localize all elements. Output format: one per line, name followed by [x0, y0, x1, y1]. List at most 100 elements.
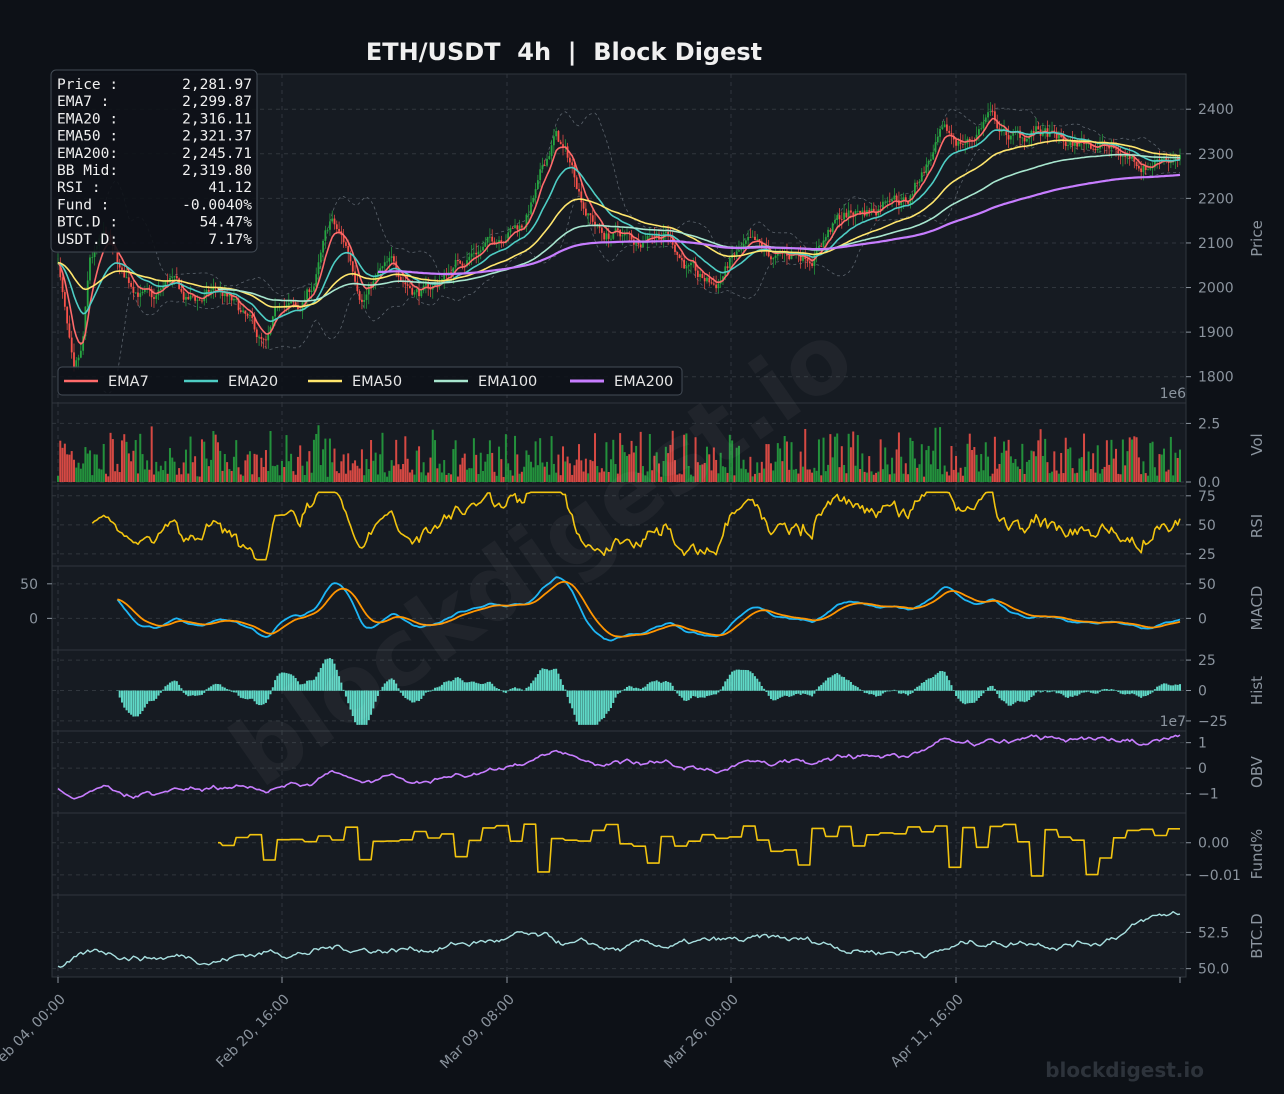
candle-body — [694, 261, 697, 271]
hist-bar — [226, 689, 229, 691]
volume-bar — [797, 473, 800, 482]
volume-bar — [57, 475, 59, 482]
candle-body — [754, 236, 756, 241]
volume-bar — [466, 469, 469, 482]
hist-bar — [152, 690, 155, 701]
volume-bar — [989, 476, 992, 482]
volume-bar — [456, 476, 459, 482]
candle-body — [594, 221, 596, 226]
candle-body — [756, 239, 759, 241]
candle-body — [406, 284, 409, 286]
volume-bar — [516, 454, 519, 482]
volume-bar — [945, 471, 948, 482]
hist-bar — [555, 668, 558, 691]
candle-body — [134, 292, 137, 294]
volume-bar — [879, 439, 882, 482]
hist-bar — [1115, 690, 1118, 691]
hist-bar — [125, 690, 128, 711]
series-rsi — [91, 491, 1181, 561]
hist-bar — [628, 685, 631, 691]
hist-bar — [829, 677, 832, 691]
series-ema7 — [57, 117, 1181, 345]
hist-bar — [721, 686, 724, 691]
volume-bar — [683, 434, 686, 482]
hist-bar — [258, 690, 261, 706]
hist-bar — [552, 668, 555, 691]
volume-bar — [488, 440, 491, 482]
volume-bar — [322, 449, 325, 482]
volume-bar — [344, 473, 347, 482]
hist-bar — [660, 682, 663, 691]
candle-body — [86, 280, 89, 307]
volume-bar — [893, 473, 896, 482]
hist-bar — [447, 680, 450, 691]
hist-bar — [1165, 683, 1168, 691]
candle-body — [1005, 128, 1008, 136]
volume-bar — [148, 469, 151, 482]
candle-body — [770, 256, 772, 260]
volume-bar — [655, 452, 658, 482]
volume-bar — [632, 452, 635, 482]
volume-bar — [788, 469, 791, 482]
hist-bar — [1094, 690, 1097, 694]
volume-bar — [59, 440, 62, 482]
hist-bar — [180, 688, 183, 691]
info-label: EMA20 : — [57, 111, 118, 127]
volume-bar — [1076, 472, 1079, 482]
hist-bar — [312, 679, 315, 691]
volume-bar — [838, 467, 841, 482]
hist-bar — [299, 684, 302, 691]
volume-bar — [1016, 466, 1019, 482]
hist-bar — [1007, 690, 1010, 706]
volume-bar — [146, 460, 149, 482]
candle-body — [411, 288, 414, 295]
hist-bar — [178, 684, 181, 691]
hist-bar — [340, 682, 343, 691]
volume-bar — [363, 475, 366, 482]
series-ema50 — [57, 139, 1180, 308]
volume-bar — [557, 454, 560, 482]
hist-bar — [952, 690, 955, 691]
hist-bar — [388, 679, 391, 691]
candle-body — [363, 299, 366, 302]
hist-bar — [301, 684, 304, 691]
candle-body — [367, 285, 370, 295]
candle-body — [802, 253, 804, 261]
candle-body — [1028, 137, 1031, 139]
volume-bar — [1083, 433, 1086, 482]
axis-offset-label: 1e6 — [1160, 386, 1187, 402]
hist-bar — [1012, 690, 1015, 705]
volume-bar — [728, 434, 731, 482]
hist-bar — [934, 674, 937, 691]
hist-bar — [939, 671, 942, 691]
candle-body — [377, 271, 379, 276]
y-tick-label: 75 — [1198, 489, 1216, 505]
candle-body — [722, 276, 724, 281]
hist-bar — [603, 690, 606, 718]
candle-body — [824, 237, 827, 241]
hist-bar — [120, 690, 123, 703]
hist-bar — [1009, 690, 1012, 706]
volume-bar — [498, 446, 501, 482]
volume-bar — [461, 457, 464, 482]
volume-bar — [463, 453, 466, 482]
volume-bar — [749, 456, 752, 482]
y-tick-label: 0 — [1198, 761, 1207, 777]
volume-bar — [578, 444, 581, 482]
volume-bar — [1165, 471, 1168, 482]
volume-bar — [164, 461, 167, 482]
info-value: 2,319.80 — [182, 163, 252, 179]
hist-bar — [191, 690, 194, 696]
candle-body — [539, 169, 542, 181]
volume-bar — [827, 464, 830, 482]
candle-body — [454, 259, 457, 268]
volume-bar — [459, 464, 462, 482]
candle-body — [1144, 165, 1147, 170]
hist-bar — [923, 682, 926, 691]
candle-body — [843, 212, 845, 220]
hist-bar — [1158, 685, 1161, 691]
hist-bar — [767, 690, 770, 696]
candle-body — [358, 291, 361, 300]
volume-bar — [219, 450, 222, 482]
volume-bar — [1003, 441, 1006, 482]
